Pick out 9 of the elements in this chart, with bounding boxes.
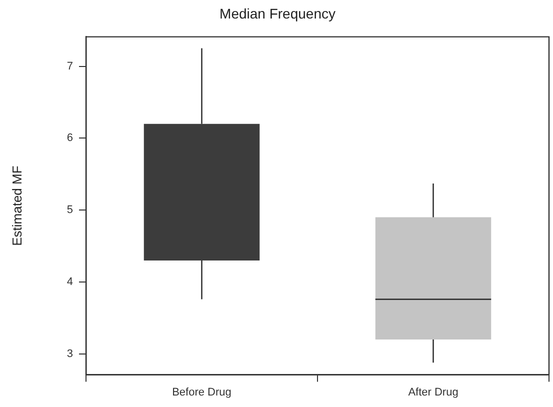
y-tick-label: 6 — [66, 132, 73, 144]
y-tick-label: 7 — [66, 60, 73, 72]
y-tick-label: 3 — [66, 348, 73, 360]
y-tick-label: 5 — [66, 204, 73, 216]
y-axis-title: Estimated MF — [9, 166, 24, 246]
chart-title: Median Frequency — [220, 5, 336, 22]
x-tick-label: After Drug — [408, 386, 458, 398]
y-tick-label: 4 — [66, 276, 73, 288]
x-tick-label: Before Drug — [172, 386, 232, 398]
